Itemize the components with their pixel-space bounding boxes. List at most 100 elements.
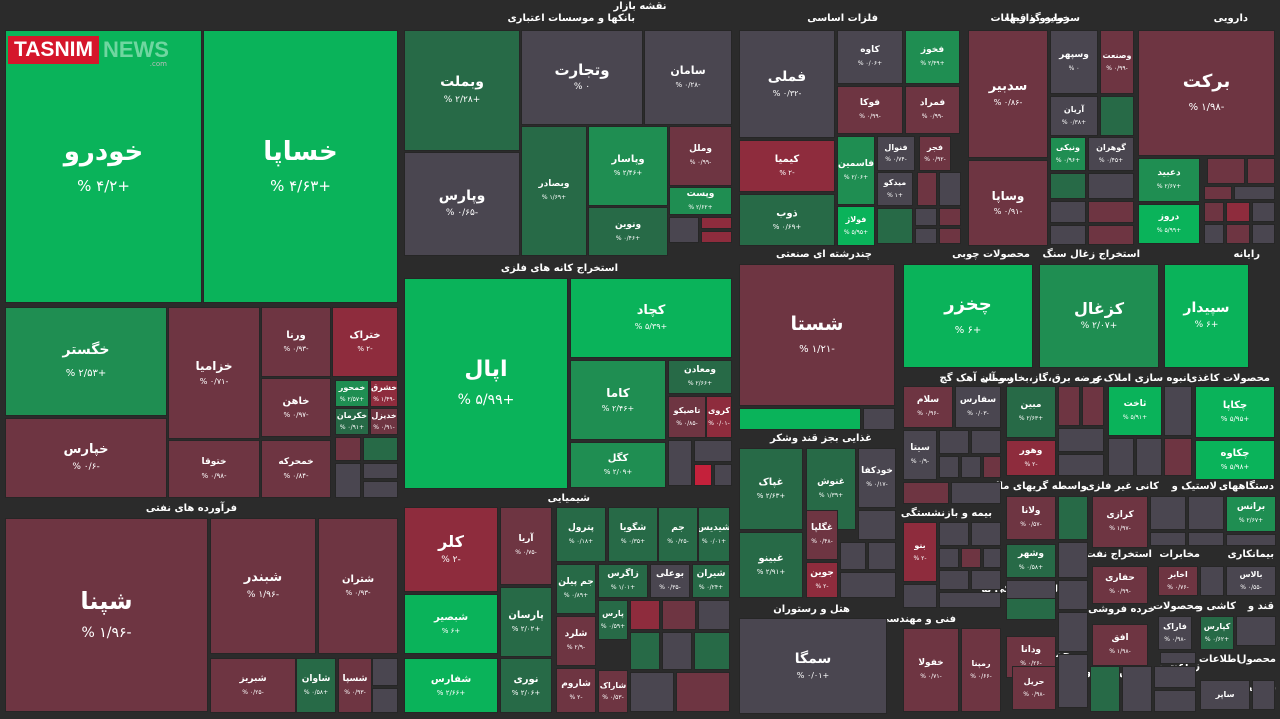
- stock-tile-filler[interactable]: [1100, 96, 1134, 136]
- stock-tile-filler[interactable]: [840, 542, 866, 570]
- stock-tile-filler[interactable]: [1108, 438, 1134, 476]
- stock-tile[interactable]: ومعادن +۲/۶۶ %: [668, 360, 732, 394]
- stock-tile[interactable]: برکت -۱/۹۸ %: [1138, 30, 1275, 156]
- stock-tile[interactable]: شبصیر +۶ %: [404, 594, 498, 654]
- stock-tile[interactable]: جم پیلن +۰/۸۹ %: [556, 564, 596, 614]
- stock-tile[interactable]: کرازی -۱/۹۷ %: [1092, 496, 1148, 548]
- stock-tile-filler[interactable]: [863, 408, 895, 430]
- stock-tile-filler[interactable]: [1204, 202, 1224, 222]
- stock-tile[interactable]: فملی -۰/۳۲ %: [739, 30, 835, 138]
- stock-tile-filler[interactable]: [858, 510, 896, 540]
- stock-tile[interactable]: کچاد +۵/۳۹ %: [570, 278, 732, 358]
- stock-tile[interactable]: فمراد -۰/۹۹ %: [905, 86, 960, 134]
- stock-tile-filler[interactable]: [1058, 386, 1080, 426]
- stock-tile[interactable]: مبین +۲/۶۳ %: [1006, 386, 1056, 438]
- stock-tile-filler[interactable]: [1150, 496, 1186, 530]
- stock-tile[interactable]: خدیزل -۰/۹۱ %: [370, 408, 398, 435]
- stock-tile-filler[interactable]: [1058, 428, 1104, 452]
- stock-tile-filler[interactable]: [694, 632, 730, 670]
- stock-tile-filler[interactable]: [1082, 386, 1104, 426]
- stock-tile-filler[interactable]: [915, 208, 937, 226]
- stock-tile-filler[interactable]: [630, 672, 674, 712]
- stock-tile[interactable]: سمگا +۰/۰۱ %: [739, 618, 887, 714]
- stock-tile-filler[interactable]: [1050, 225, 1086, 245]
- stock-tile[interactable]: ورنا -۰/۹۳ %: [261, 307, 331, 377]
- stock-tile[interactable]: خساپا +۴/۶۳ %: [203, 30, 398, 303]
- stock-tile-filler[interactable]: [1188, 496, 1224, 530]
- stock-tile-filler[interactable]: [1088, 201, 1134, 223]
- stock-tile-filler[interactable]: [1207, 158, 1245, 184]
- stock-tile[interactable]: فاسمین +۲/۰۶ %: [837, 136, 875, 205]
- stock-tile-filler[interactable]: [372, 688, 398, 713]
- stock-tile[interactable]: آریان +۰/۳۸ %: [1050, 96, 1098, 136]
- stock-tile-filler[interactable]: [363, 481, 398, 498]
- stock-tile-filler[interactable]: [951, 482, 1001, 504]
- stock-tile-filler[interactable]: [668, 440, 692, 486]
- stock-tile-filler[interactable]: [701, 217, 732, 229]
- stock-tile[interactable]: وسپهر ۰ %: [1050, 30, 1098, 94]
- stock-tile[interactable]: خاهن -۰/۹۷ %: [261, 378, 331, 437]
- stock-tile-filler[interactable]: [1226, 202, 1250, 222]
- stock-tile-filler[interactable]: [983, 456, 1001, 478]
- stock-tile[interactable]: اخابر -۰/۷۶ %: [1158, 566, 1198, 596]
- stock-tile[interactable]: غپاک +۲/۶۳ %: [739, 448, 803, 530]
- stock-tile-filler[interactable]: [714, 464, 732, 486]
- stock-tile-filler[interactable]: [1154, 690, 1196, 712]
- stock-tile-filler[interactable]: [1247, 158, 1275, 184]
- stock-tile[interactable]: سلام -۰/۹۶ %: [903, 386, 953, 428]
- stock-tile[interactable]: وپست +۲/۶۲ %: [669, 187, 732, 215]
- stock-tile[interactable]: آریا -۰/۷۵ %: [500, 507, 552, 585]
- stock-tile[interactable]: چخزر +۶ %: [903, 264, 1033, 368]
- stock-tile[interactable]: بنو -۲ %: [903, 522, 937, 582]
- stock-tile[interactable]: شیدیس +۰/۰۱ %: [698, 507, 730, 562]
- stock-tile[interactable]: وبصادر +۱/۶۹ %: [521, 126, 587, 256]
- stock-tile-filler[interactable]: [1188, 532, 1224, 546]
- stock-tile-filler[interactable]: [662, 600, 696, 630]
- stock-tile[interactable]: فولاژ +۵/۹۵ %: [837, 206, 875, 246]
- stock-tile-filler[interactable]: [1164, 386, 1192, 436]
- stock-tile[interactable]: سفارس -۰/۰۳ %: [955, 386, 1001, 428]
- stock-tile[interactable]: شاوان +۰/۵۸ %: [296, 658, 336, 713]
- stock-tile-filler[interactable]: [335, 463, 361, 498]
- stock-tile[interactable]: کروی -۰/۰۱ %: [706, 396, 732, 438]
- stock-tile[interactable]: شلرد -۲/۹ %: [556, 616, 596, 666]
- stock-tile[interactable]: پارس +۰/۵۹ %: [598, 600, 628, 640]
- stock-tile[interactable]: وتجارت ۰ %: [521, 30, 643, 125]
- stock-tile[interactable]: حفاری -۰/۹۹ %: [1092, 566, 1148, 604]
- stock-tile[interactable]: نوری +۲/۰۶ %: [500, 658, 552, 713]
- stock-tile-filler[interactable]: [1160, 652, 1196, 664]
- stock-tile[interactable]: وملل -۰/۹۹ %: [669, 126, 732, 186]
- stock-tile-filler[interactable]: [363, 463, 398, 479]
- stock-tile-filler[interactable]: [1136, 438, 1162, 476]
- stock-tile[interactable]: سیتا -۰/۹ %: [903, 430, 937, 480]
- stock-tile[interactable]: غگلپا -۰/۴۸ %: [806, 510, 838, 560]
- stock-tile[interactable]: دروز +۵/۹۹ %: [1138, 204, 1200, 244]
- stock-tile[interactable]: ذوب +۰/۶۹ %: [739, 194, 835, 246]
- stock-tile-filler[interactable]: [676, 672, 730, 712]
- stock-tile[interactable]: خمحور +۲/۵۷ %: [335, 380, 369, 407]
- stock-tile[interactable]: رمپنا -۰/۶۶ %: [961, 628, 1001, 712]
- stock-tile-filler[interactable]: [939, 430, 969, 454]
- stock-tile-filler[interactable]: [1236, 616, 1276, 646]
- stock-tile[interactable]: حریل -۰/۹۸ %: [1012, 666, 1056, 710]
- stock-tile[interactable]: شپنا -۱/۹۶ %: [5, 518, 208, 712]
- stock-tile-filler[interactable]: [701, 231, 732, 243]
- stock-tile[interactable]: سدبیر -۰/۸۶ %: [968, 30, 1048, 158]
- stock-tile-filler[interactable]: [939, 456, 959, 478]
- stock-tile[interactable]: فنوال -۰/۷۴ %: [877, 136, 915, 171]
- stock-tile-filler[interactable]: [939, 570, 969, 590]
- stock-tile-filler[interactable]: [1090, 666, 1120, 712]
- stock-tile[interactable]: فوکا -۰/۹۹ %: [837, 86, 903, 134]
- stock-tile[interactable]: خودکفا -۰/۱۷ %: [858, 448, 896, 508]
- stock-tile-filler[interactable]: [1050, 201, 1086, 223]
- stock-tile[interactable]: میدکو +۱ %: [877, 172, 913, 206]
- stock-tile-filler[interactable]: [1252, 224, 1275, 244]
- stock-tile[interactable]: وصنعت -۰/۹۹ %: [1100, 30, 1134, 94]
- stock-tile-filler[interactable]: [1204, 224, 1224, 244]
- stock-tile[interactable]: کیمیا -۲ %: [739, 140, 835, 192]
- stock-tile-filler[interactable]: [669, 217, 699, 243]
- stock-tile-filler[interactable]: [877, 208, 913, 244]
- stock-tile[interactable]: شبندر -۱/۹۶ %: [210, 518, 316, 654]
- stock-tile-filler[interactable]: [971, 522, 1001, 546]
- stock-tile[interactable]: برانس +۲/۶۷ %: [1226, 496, 1276, 532]
